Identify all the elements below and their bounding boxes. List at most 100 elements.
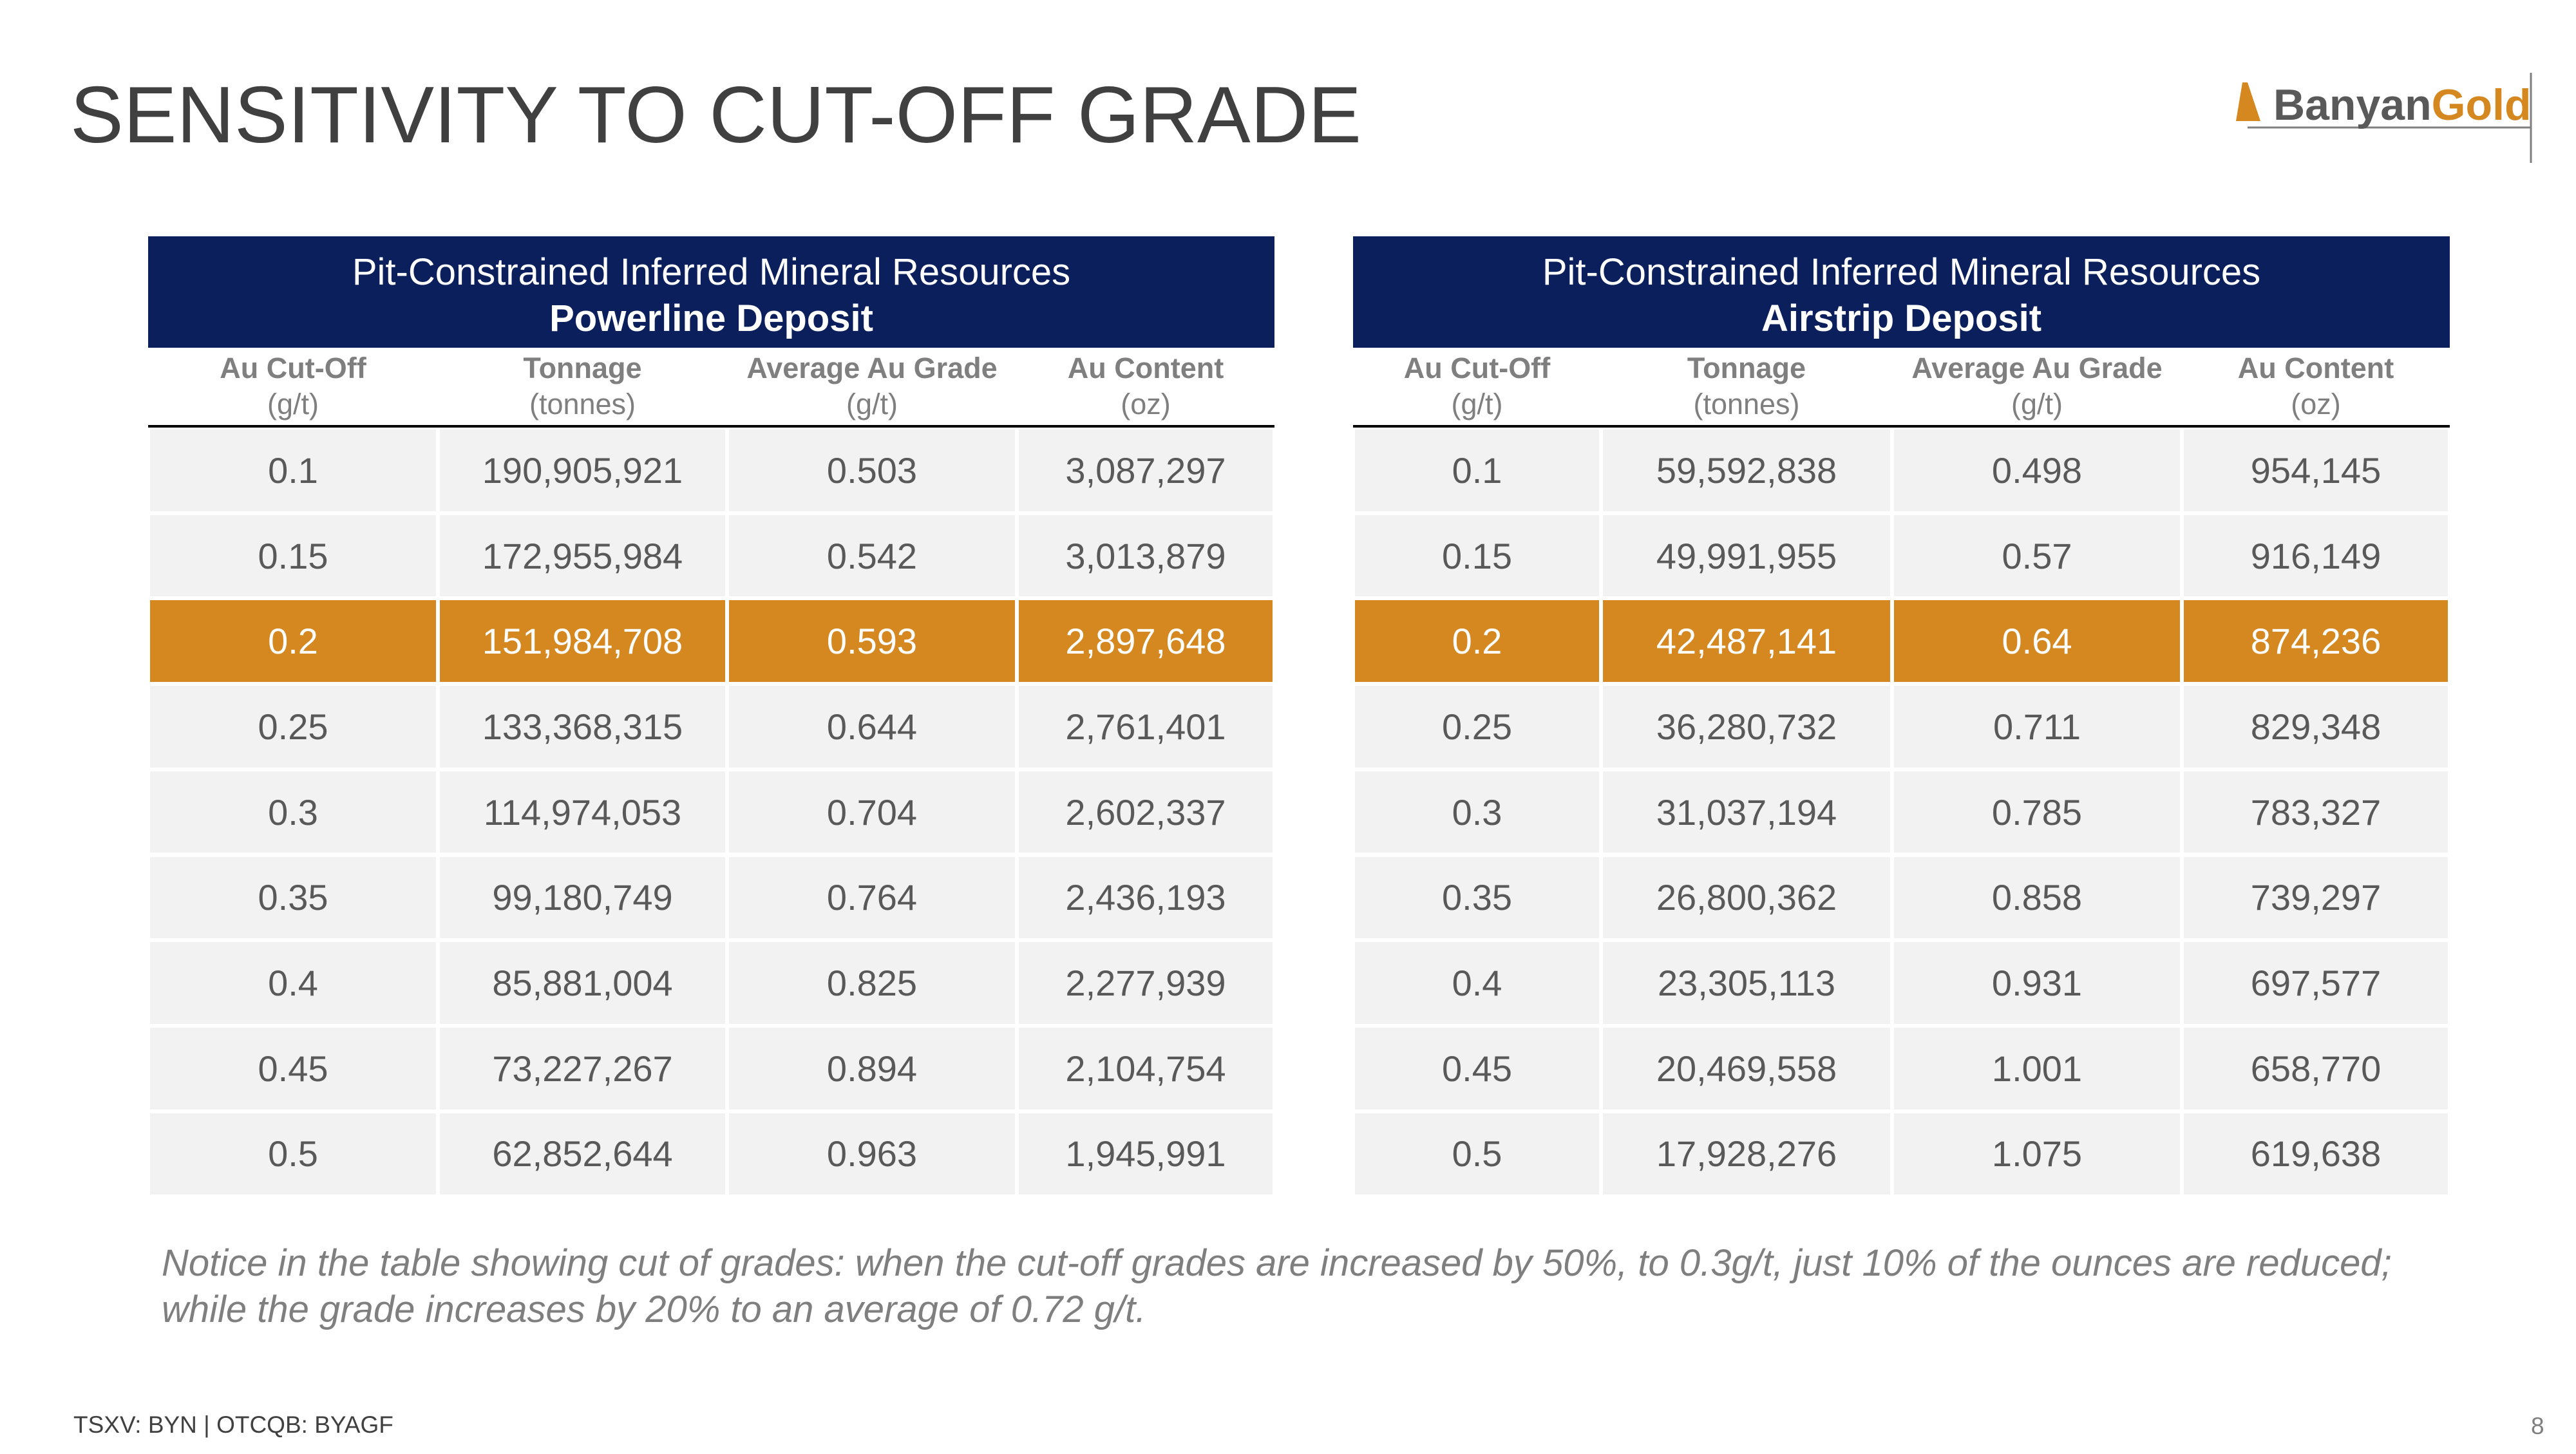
column-header: Au Cut-Off (g/t) (1353, 350, 1601, 422)
table-cell: 31,037,194 (1601, 769, 1892, 855)
logo-mark (2236, 82, 2260, 121)
table-cell: 0.57 (1892, 513, 2182, 599)
table-cell: 3,087,297 (1017, 428, 1274, 513)
table-cell: 0.64 (1892, 598, 2182, 685)
note-line: Notice in the table showing cut of grade… (162, 1242, 2392, 1284)
column-header: Average Au Grade (g/t) (1892, 350, 2182, 422)
table-cell: 874,236 (2182, 598, 2450, 685)
table-cell: 133,368,315 (438, 684, 727, 769)
table-cell: 0.4 (148, 940, 438, 1026)
column-header: Au Cut-Off (g/t) (148, 350, 438, 422)
column-unit: (tonnes) (529, 388, 636, 420)
table-cell: 23,305,113 (1601, 940, 1892, 1026)
column-unit: (g/t) (267, 388, 319, 420)
table-cell: 3,013,879 (1017, 513, 1274, 599)
page-number: 8 (2531, 1413, 2544, 1439)
column-unit: (oz) (2291, 388, 2341, 420)
note-line: while the grade increases by 20% to an a… (162, 1289, 1146, 1330)
logo-part: Banyan (2273, 80, 2432, 129)
column-name: Au Content (1067, 352, 1224, 384)
table-cell: 190,905,921 (438, 428, 727, 513)
column-unit: (g/t) (2011, 388, 2063, 420)
header-rule (1353, 425, 2450, 428)
table-cell: 172,955,984 (438, 513, 727, 599)
column-header: Au Content (oz) (2182, 350, 2450, 422)
table-cell: 0.15 (1353, 513, 1601, 599)
table-cell: 1,945,991 (1017, 1111, 1274, 1197)
logo-part: Gold (2432, 80, 2532, 129)
table-cell: 49,991,955 (1601, 513, 1892, 599)
column-unit: (oz) (1121, 388, 1171, 420)
table-cell: 619,638 (2182, 1111, 2450, 1197)
header-rule (148, 425, 1274, 428)
table-cell: 36,280,732 (1601, 684, 1892, 769)
table-cell: 739,297 (2182, 854, 2450, 941)
slide-title: SENSITIVITY TO CUT-OFF GRADE (70, 71, 1361, 160)
table-cell: 151,984,708 (438, 598, 727, 685)
column-name: Au Cut-Off (220, 352, 366, 384)
logo: BanyanGold (2236, 73, 2532, 163)
column-name: Tonnage (1687, 352, 1806, 384)
table-cell: 1.075 (1892, 1111, 2182, 1197)
table-cell: 658,770 (2182, 1025, 2450, 1111)
column-name: Tonnage (523, 352, 642, 384)
column-header: Au Content (oz) (1017, 350, 1274, 422)
table-cell: 954,145 (2182, 428, 2450, 513)
table-cell: 73,227,267 (438, 1025, 727, 1111)
column-header: Tonnage (tonnes) (1601, 350, 1892, 422)
column-header: Tonnage (tonnes) (438, 350, 727, 422)
table-cell: 0.542 (727, 513, 1017, 599)
column-name: Average Au Grade (746, 352, 998, 384)
table-cell: 1.001 (1892, 1025, 2182, 1111)
table-cell: 0.963 (727, 1111, 1017, 1197)
column-name: Au Cut-Off (1403, 352, 1551, 384)
table-cell: 0.15 (148, 513, 438, 599)
column-name: Average Au Grade (1911, 352, 2163, 384)
table-cell: 42,487,141 (1601, 598, 1892, 685)
footer-ticker: TSXV: BYN | OTCQB: BYAGF (73, 1412, 393, 1438)
table-cell: 0.858 (1892, 854, 2182, 941)
table-cell: 59,592,838 (1601, 428, 1892, 513)
table-cell: 0.5 (148, 1111, 438, 1197)
table-cell: 17,928,276 (1601, 1111, 1892, 1197)
column-unit: (g/t) (846, 388, 898, 420)
table-header: Pit-Constrained Inferred Mineral Resourc… (148, 236, 1274, 348)
table-cell: 0.503 (727, 428, 1017, 513)
table-cell: 829,348 (2182, 684, 2450, 769)
table-cell: 0.3 (1353, 769, 1601, 855)
table-cell: 2,277,939 (1017, 940, 1274, 1026)
table-cell: 2,104,754 (1017, 1025, 1274, 1111)
table-cell: 0.764 (727, 854, 1017, 941)
table-subtitle: Powerline Deposit (549, 297, 873, 339)
table-cell: 2,602,337 (1017, 769, 1274, 855)
table-cell: 0.45 (1353, 1025, 1601, 1111)
table-cell: 2,436,193 (1017, 854, 1274, 941)
table-cell: 62,852,644 (438, 1111, 727, 1197)
table-cell: 0.4 (1353, 940, 1601, 1026)
table-subtitle: Airstrip Deposit (1761, 297, 2042, 339)
table-cell: 0.35 (148, 854, 438, 941)
table-cell: 0.2 (1353, 598, 1601, 685)
table-cell: 2,897,648 (1017, 598, 1274, 685)
logo-text: BanyanGold (2273, 80, 2532, 129)
table-cell: 0.35 (1353, 854, 1601, 941)
table-cell: 0.25 (148, 684, 438, 769)
table-cell: 99,180,749 (438, 854, 727, 941)
table-cell: 26,800,362 (1601, 854, 1892, 941)
table-cell: 916,149 (2182, 513, 2450, 599)
table-cell: 0.5 (1353, 1111, 1601, 1197)
column-header: Average Au Grade (g/t) (727, 350, 1017, 422)
table-title: Pit-Constrained Inferred Mineral Resourc… (352, 251, 1071, 293)
table-cell: 0.931 (1892, 940, 2182, 1026)
table-cell: 114,974,053 (438, 769, 727, 855)
table-cell: 0.593 (727, 598, 1017, 685)
table-cell: 697,577 (2182, 940, 2450, 1026)
table-cell: 0.1 (1353, 428, 1601, 513)
table-cell: 0.785 (1892, 769, 2182, 855)
table-cell: 0.25 (1353, 684, 1601, 769)
table-cell: 20,469,558 (1601, 1025, 1892, 1111)
table-cell: 0.3 (148, 769, 438, 855)
table-cell: 0.704 (727, 769, 1017, 855)
table-cell: 0.1 (148, 428, 438, 513)
